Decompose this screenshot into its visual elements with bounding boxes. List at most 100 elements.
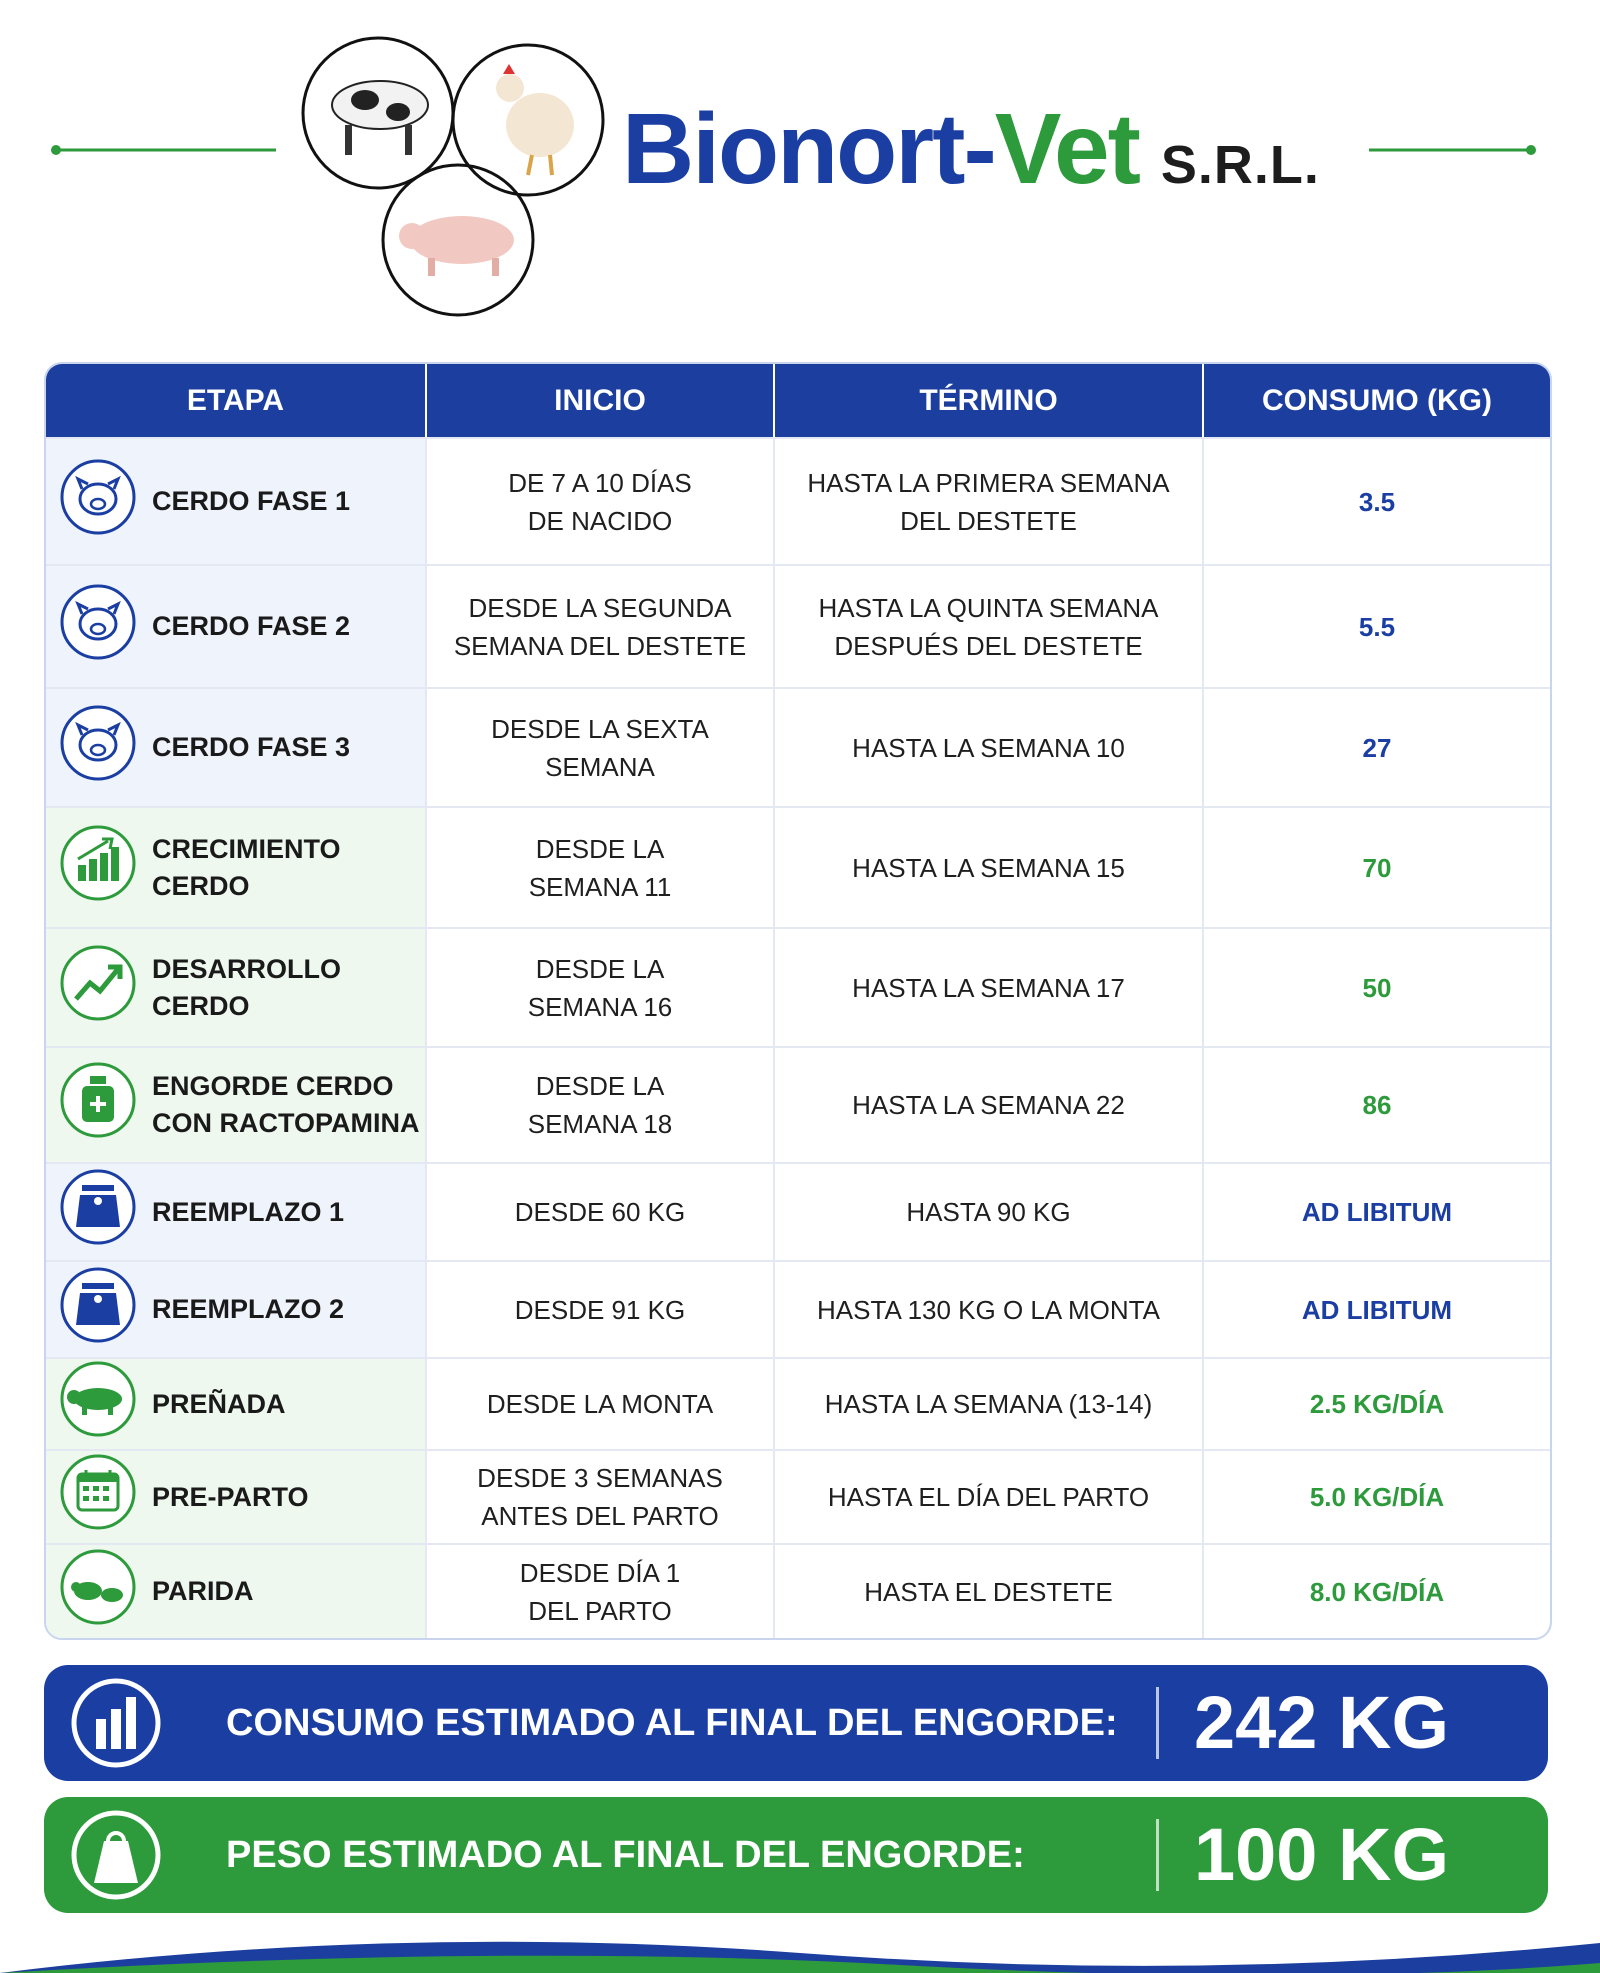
text-line: HASTA LA SEMANA 17 (852, 972, 1125, 1003)
table-row: PARIDA DESDE DÍA 1 DEL PARTO HASTA EL DESTE… (46, 1543, 1550, 1638)
icon (60, 584, 136, 659)
summary-icon (71, 1678, 161, 1768)
end-cell: HASTA 90 KG (775, 1162, 1204, 1260)
summary-bar: CONSUMO ESTIMADO AL FINAL DEL ENGORDE: 24… (44, 1665, 1548, 1781)
text-line: DESDE LA (535, 953, 665, 984)
start-cell: DESDE LA SEMANA 18 (427, 1046, 775, 1162)
stage-cell: REEMPLAZO 1 (46, 1162, 427, 1260)
stage: PARIDA (58, 1547, 425, 1637)
stage-icon (58, 1359, 138, 1449)
separator (1156, 1687, 1159, 1759)
text-line: SEMANA 11 (528, 871, 672, 902)
icon (60, 1267, 136, 1342)
stage-cell: CRECIMIENTO CERDO (46, 806, 427, 927)
text-line: DESDE LA (535, 833, 665, 864)
stage-cell: CERDO FASE 2 (46, 564, 427, 687)
consumption: 86 (1204, 1046, 1550, 1162)
stage-name: CERDO FASE 3 (152, 729, 350, 766)
table-row: PREÑADA DESDE LA MONTA HASTA LA SEMANA (13… (46, 1357, 1550, 1449)
start-cell: DESDE LA MONTA (427, 1357, 775, 1449)
summary-icon (71, 1810, 161, 1900)
text-line: DESPUÉS DEL DESTETE (834, 630, 1143, 661)
table-row: DESARROLLO CERDO DESDE LA SEMANA 16 HASTA LA… (46, 927, 1550, 1046)
stage: DESARROLLO CERDO (58, 943, 425, 1033)
table-row: ENGORDE CERDO CON RACTOPAMINA DESDE LA SEMA… (46, 1046, 1550, 1162)
text-line: HASTA LA SEMANA (13-14) (824, 1389, 1153, 1419)
stage-icon (58, 703, 138, 793)
table-row: CERDO FASE 3 DESDE LA SEXTA SEMANA HASTA LA… (46, 687, 1550, 806)
text-line: HASTA LA QUINTA SEMANA (818, 592, 1159, 623)
column-header: ETAPA (46, 364, 427, 437)
summary-value: 242 KG (1194, 1681, 1450, 1764)
start-cell: DESDE 3 SEMANAS ANTES DEL PARTO (427, 1449, 775, 1543)
consumption: AD LIBITUM (1204, 1162, 1550, 1260)
start-cell: DESDE LA SEMANA 16 (427, 927, 775, 1046)
separator (1156, 1819, 1159, 1891)
text-line: HASTA LA SEMANA 15 (852, 852, 1125, 883)
table-row: REEMPLAZO 2 DESDE 91 KG HASTA 130 KG O LA … (46, 1260, 1550, 1357)
consumption: 2.5 KG/DÍA (1204, 1357, 1550, 1449)
text-line: HASTA 90 KG (906, 1197, 1071, 1227)
stage-cell: REEMPLAZO 2 (46, 1260, 427, 1357)
stage-name: CERDO FASE 2 (152, 608, 350, 645)
consumption: AD LIBITUM (1204, 1260, 1550, 1357)
icon (60, 705, 136, 780)
stage-name: PARIDA (152, 1573, 254, 1610)
start-cell: DESDE LA SEMANA 11 (427, 806, 775, 927)
stage-cell: CERDO FASE 1 (46, 437, 427, 564)
consumption: 8.0 KG/DÍA (1204, 1543, 1550, 1638)
text-line: DESDE LA SEXTA (491, 713, 709, 744)
end-cell: HASTA LA QUINTA SEMANA DESPUÉS DEL DESTET… (775, 564, 1204, 687)
stage-name: CERDO FASE 1 (152, 483, 350, 520)
stage: CERDO FASE 2 (58, 582, 425, 672)
table-row: CRECIMIENTO CERDO DESDE LA SEMANA 11 HASTA L… (46, 806, 1550, 927)
stage-name: CRECIMIENTO CERDO (152, 831, 341, 905)
stage-cell: ENGORDE CERDO CON RACTOPAMINA (46, 1046, 427, 1162)
text-line: REEMPLAZO 1 (152, 1196, 345, 1227)
stage-icon (58, 1060, 138, 1150)
icon (60, 825, 136, 900)
stage-cell: PARIDA (46, 1543, 427, 1638)
text-line: CERDO (152, 990, 250, 1021)
icon (60, 1454, 136, 1530)
stage-cell: CERDO FASE 3 (46, 687, 427, 806)
stage-name: REEMPLAZO 1 (152, 1194, 344, 1231)
text-line: DESDE LA MONTA (486, 1389, 714, 1419)
text-line: PARIDA (152, 1576, 254, 1606)
end-cell: HASTA LA SEMANA 15 (775, 806, 1204, 927)
text-line: REEMPLAZO 2 (152, 1294, 345, 1324)
brand-part: Vet (994, 93, 1141, 205)
start-cell: DESDE DÍA 1 DEL PARTO (427, 1543, 775, 1638)
text-line: PREÑADA (152, 1388, 286, 1419)
text-line: HASTA LA PRIMERA SEMANA (807, 467, 1170, 498)
header-row: ETAPA INICIO TÉRMINO CONSUMO (KG) (46, 364, 1550, 437)
stage-icon (58, 457, 138, 547)
table-row: CERDO FASE 1 DE 7 A 10 DÍAS DE NACIDO HASTA… (46, 437, 1550, 564)
text-line: CRECIMIENTO (152, 833, 341, 864)
text-line: CERDO FASE 1 (152, 486, 351, 516)
icon (60, 1169, 136, 1245)
consumption: 5.5 (1204, 564, 1550, 687)
table-row: PRE-PARTO DESDE 3 SEMANAS ANTES DEL PARTO H… (46, 1449, 1550, 1543)
consumption: 27 (1204, 687, 1550, 806)
column-header: TÉRMINO (775, 364, 1204, 437)
text-line: DE 7 A 10 DÍAS (508, 467, 692, 498)
text-line: SEMANA (545, 751, 655, 782)
start-cell: DESDE LA SEGUNDA SEMANA DEL DESTETE (427, 564, 775, 687)
stage-name: REEMPLAZO 2 (152, 1291, 344, 1328)
text-line: CERDO FASE 2 (152, 611, 351, 641)
stage-name: PRE-PARTO (152, 1479, 309, 1516)
stage-icon (58, 1452, 138, 1542)
start-cell: DESDE 60 KG (427, 1162, 775, 1260)
brand: Bionort-Vet S.R.L. (622, 92, 1320, 207)
stage-name: DESARROLLO CERDO (152, 951, 341, 1025)
text-line: DESARROLLO (152, 953, 341, 984)
start-cell: DESDE LA SEXTA SEMANA (427, 687, 775, 806)
end-cell: HASTA EL DESTETE (775, 1543, 1204, 1638)
icon (60, 1361, 136, 1437)
stage-cell: PRE-PARTO (46, 1449, 427, 1543)
text-line: HASTA EL DESTETE (864, 1576, 1113, 1607)
summary-label: PESO ESTIMADO AL FINAL DEL ENGORDE: (226, 1834, 1025, 1876)
footer-wave (0, 1941, 1600, 1973)
